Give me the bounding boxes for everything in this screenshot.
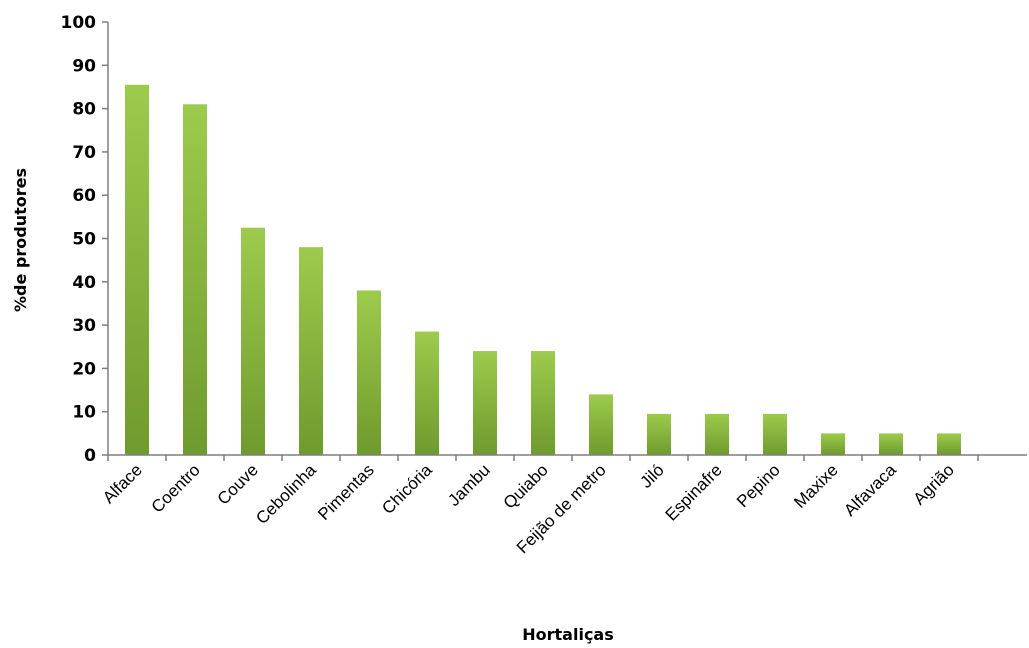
x-category-label: Espinafre bbox=[662, 460, 726, 524]
y-tick-label: 80 bbox=[72, 100, 96, 120]
y-tick-label: 100 bbox=[61, 13, 97, 33]
bar-quiabo bbox=[531, 351, 555, 455]
x-category-label: Chicória bbox=[378, 460, 436, 518]
x-category-label: Cebolinha bbox=[252, 460, 320, 528]
y-tick-label: 70 bbox=[72, 143, 96, 163]
y-tick-label: 50 bbox=[72, 230, 96, 250]
y-tick-label: 10 bbox=[72, 403, 96, 423]
x-category-label: Jambu bbox=[444, 460, 494, 510]
bars-group bbox=[125, 84, 961, 456]
bar-jil- bbox=[647, 413, 671, 455]
bar-agri-o bbox=[937, 433, 961, 455]
x-category-label: Pimentas bbox=[314, 460, 378, 524]
x-axis-title: Hortaliças bbox=[522, 625, 614, 644]
x-category-label: Jiló bbox=[636, 460, 667, 491]
bar-espinafre bbox=[705, 413, 729, 455]
y-tick-label: 30 bbox=[72, 316, 96, 336]
bar-cebolinha bbox=[299, 247, 323, 455]
bar-alface bbox=[125, 84, 149, 455]
bar-alfavaca bbox=[879, 433, 903, 455]
bar-chic-ria bbox=[415, 331, 439, 455]
y-tick-label: 90 bbox=[72, 56, 96, 76]
y-axis-title: %de produtores bbox=[11, 168, 30, 312]
y-tick-label: 20 bbox=[72, 359, 96, 379]
y-axis-ticks: 0 10 20 30 40 50 60 70 80 90 100 bbox=[61, 13, 108, 466]
x-category-label: Coentro bbox=[148, 460, 204, 516]
x-category-label: Quiabo bbox=[500, 460, 552, 512]
bar-feij-o-de-metro bbox=[589, 394, 613, 455]
x-category-label: Maxixe bbox=[790, 460, 842, 512]
bar-maxixe bbox=[821, 433, 845, 455]
y-tick-label: 0 bbox=[84, 446, 96, 466]
y-tick-label: 40 bbox=[72, 273, 96, 293]
bar-pepino bbox=[763, 413, 787, 455]
y-tick-label: 60 bbox=[72, 186, 96, 206]
x-category-label: Pepino bbox=[733, 460, 784, 511]
bar-coentro bbox=[183, 104, 207, 456]
bar-jambu bbox=[473, 351, 497, 455]
x-category-label: Alface bbox=[99, 460, 146, 507]
x-category-label: Alfavaca bbox=[840, 460, 900, 520]
bar-pimentas bbox=[357, 290, 381, 455]
x-category-label: Agrião bbox=[910, 460, 958, 508]
bar-couve bbox=[241, 227, 265, 455]
x-category-label: Couve bbox=[214, 460, 262, 508]
